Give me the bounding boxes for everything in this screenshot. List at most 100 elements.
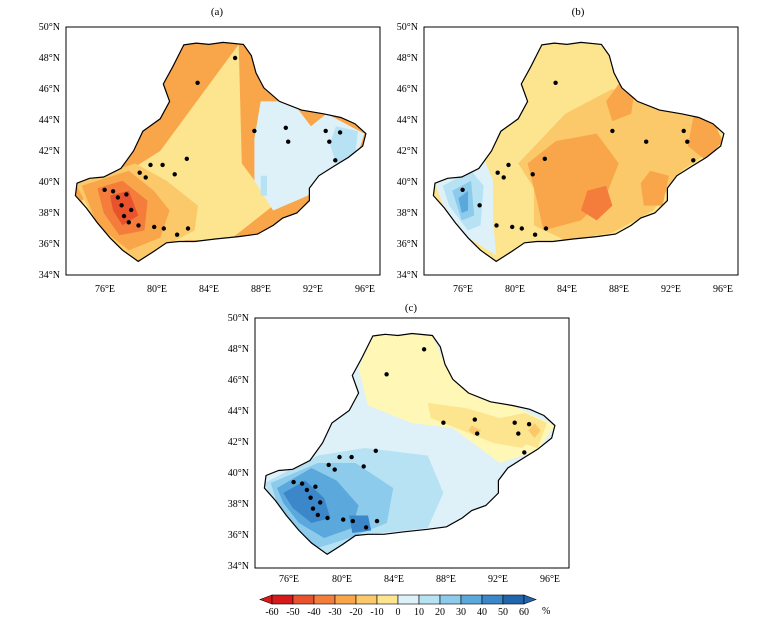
station-point xyxy=(685,139,690,144)
contour-region xyxy=(528,423,541,438)
colorbar-swatch xyxy=(397,594,420,605)
station-point xyxy=(323,128,328,134)
station-point xyxy=(119,203,124,208)
lon-tick: 88°E xyxy=(436,574,456,585)
station-point xyxy=(172,172,177,177)
station-point xyxy=(350,518,355,524)
station-point xyxy=(124,192,129,197)
station-point xyxy=(553,80,558,86)
station-point xyxy=(143,175,148,180)
station-point xyxy=(519,226,524,231)
lon-tick: 84°E xyxy=(384,574,404,585)
lon-tick: 76°E xyxy=(279,574,299,585)
panel-a: (a) 50°N 48°N 46°N 44°N 42°N 40°N 38°N 3… xyxy=(39,6,381,295)
lat-tick: 46°N xyxy=(228,375,249,386)
contour-region xyxy=(283,480,331,523)
station-point xyxy=(102,187,107,192)
lon-tick: 84°E xyxy=(199,284,219,295)
map-frame xyxy=(65,26,381,276)
station-point xyxy=(195,80,200,86)
station-point xyxy=(349,454,354,460)
lon-tick: 88°E xyxy=(251,284,271,295)
station-point xyxy=(477,203,482,208)
station-point xyxy=(494,223,499,228)
colorbar-level: 20 xyxy=(435,607,445,618)
station-point xyxy=(363,525,369,530)
colorbar: -60 -50 -40 -30 -20 -10 0 10 20 30 40 50 60 % xyxy=(259,594,550,618)
longitude-labels: 76°E 80°E 84°E 88°E 92°E 96°E xyxy=(95,284,375,295)
station-point xyxy=(475,431,480,436)
contour-region xyxy=(260,175,267,196)
map-frame xyxy=(254,317,570,569)
station-point xyxy=(341,517,346,522)
lat-tick: 36°N xyxy=(397,239,418,250)
lat-tick: 36°N xyxy=(228,530,249,541)
station-point xyxy=(337,454,342,460)
station-point xyxy=(373,448,378,453)
station-point xyxy=(283,125,288,130)
latitude-labels: 50°N 48°N 46°N 44°N 42°N 40°N 38°N 36°N … xyxy=(397,22,418,281)
station-point xyxy=(313,484,318,489)
colorbar-swatch xyxy=(481,594,504,605)
colorbar-swatch xyxy=(334,594,357,605)
lat-tick: 48°N xyxy=(228,344,249,355)
colorbar-level: 30 xyxy=(456,607,466,618)
station-point xyxy=(327,139,332,144)
station-point xyxy=(361,464,366,469)
colorbar-swatch xyxy=(460,594,483,605)
longitude-labels: 76°E 80°E 84°E 88°E 92°E 96°E xyxy=(453,284,733,295)
lat-tick: 40°N xyxy=(39,177,60,188)
station-point xyxy=(691,158,696,163)
station-point xyxy=(326,462,331,468)
colorbar-swatch xyxy=(376,594,399,605)
station-point xyxy=(252,128,257,134)
station-point xyxy=(310,506,316,511)
latitude-labels: 50°N 48°N 46°N 44°N 42°N 40°N 38°N 36°N … xyxy=(228,313,249,572)
lat-tick: 50°N xyxy=(397,22,418,33)
colorbar-labels: -60 -50 -40 -30 -20 -10 0 10 20 30 40 50 60 xyxy=(265,607,529,618)
lat-tick: 50°N xyxy=(39,22,60,33)
station-point xyxy=(501,175,506,180)
lat-tick: 34°N xyxy=(39,270,60,281)
contour-region xyxy=(468,425,482,436)
colorbar-level: 10 xyxy=(414,607,424,618)
station-point xyxy=(644,139,649,144)
lon-tick: 92°E xyxy=(661,284,681,295)
colorbar-swatches xyxy=(259,594,537,605)
panel-c: (c) 50°N 48°N 46°N 44°N 42°N 40°N 38°N 3… xyxy=(228,302,570,585)
colorbar-level: 40 xyxy=(477,607,487,618)
lat-tick: 46°N xyxy=(397,84,418,95)
lat-tick: 40°N xyxy=(228,468,249,479)
region-boundary xyxy=(432,41,725,263)
station-point xyxy=(315,512,320,518)
station-point xyxy=(148,162,153,168)
contour-region xyxy=(527,133,619,231)
station-point xyxy=(610,128,615,134)
station-point xyxy=(286,139,291,144)
region-boundary xyxy=(263,332,556,556)
station-point xyxy=(374,518,380,524)
map-area xyxy=(263,332,556,556)
station-point xyxy=(532,232,538,237)
lon-tick: 80°E xyxy=(505,284,525,295)
station-point xyxy=(137,170,142,175)
station-point xyxy=(516,431,521,436)
station-point xyxy=(681,128,686,134)
lon-tick: 80°E xyxy=(332,574,352,585)
contour-region xyxy=(581,185,613,221)
panel-b: (b) 50°N 48°N 46°N 44°N 42°N 40°N 38°N 3… xyxy=(397,6,739,295)
station-point xyxy=(136,223,141,228)
colorbar-level: -30 xyxy=(328,607,341,618)
station-point xyxy=(152,224,157,230)
station-point xyxy=(161,226,166,231)
colorbar-swatch xyxy=(292,594,315,605)
station-point xyxy=(384,372,389,377)
colorbar-swatch xyxy=(439,594,462,605)
station-point xyxy=(232,55,238,61)
contour-region xyxy=(329,126,358,164)
colorbar-level: 0 xyxy=(396,607,401,618)
contour-region xyxy=(349,515,372,533)
lat-tick: 44°N xyxy=(228,406,249,417)
lon-tick: 80°E xyxy=(147,284,167,295)
